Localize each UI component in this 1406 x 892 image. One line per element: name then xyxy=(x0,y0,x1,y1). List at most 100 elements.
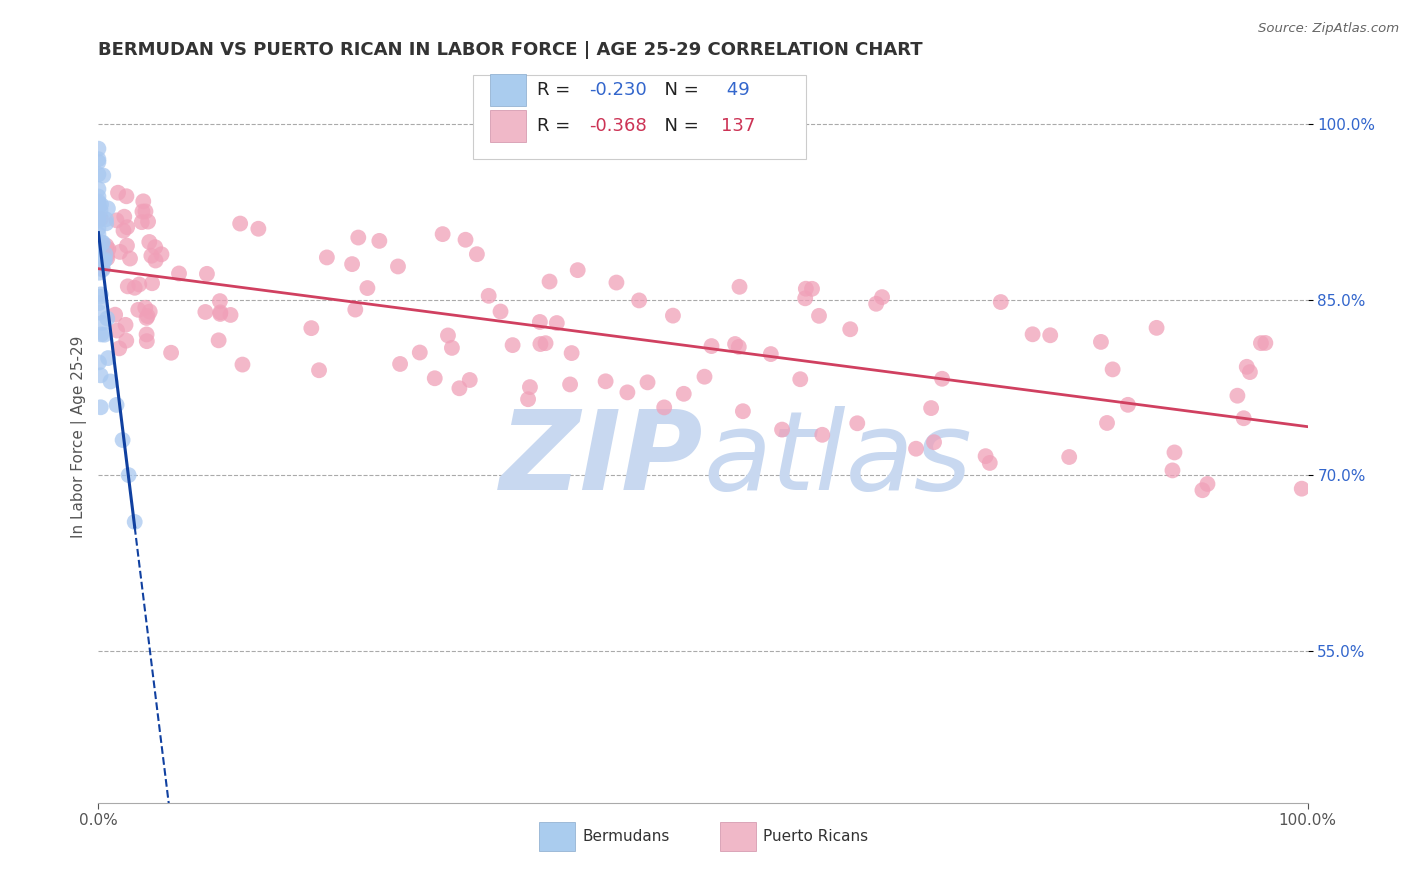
Point xyxy=(1163,445,1185,459)
Point xyxy=(207,334,229,348)
Point xyxy=(124,281,146,295)
Point xyxy=(107,186,129,200)
Point xyxy=(94,212,117,227)
Point xyxy=(1101,362,1123,376)
Point xyxy=(990,295,1012,310)
Point xyxy=(478,289,501,303)
Point xyxy=(1250,336,1272,351)
Point xyxy=(209,307,232,321)
Point xyxy=(662,309,685,323)
Point xyxy=(454,233,477,247)
Text: 49: 49 xyxy=(721,81,749,99)
Point xyxy=(111,433,134,447)
FancyBboxPatch shape xyxy=(491,74,526,106)
Point xyxy=(136,309,159,323)
Point xyxy=(194,305,217,319)
Point xyxy=(794,282,817,296)
Point xyxy=(1226,389,1249,403)
Point xyxy=(1197,477,1219,491)
Point xyxy=(389,357,412,371)
Point xyxy=(905,442,928,456)
Point xyxy=(112,224,135,238)
Point xyxy=(340,257,363,271)
Point xyxy=(728,280,751,294)
Point xyxy=(91,316,114,330)
Text: R =: R = xyxy=(537,81,576,99)
Point xyxy=(693,369,716,384)
Point xyxy=(87,213,110,227)
Point xyxy=(87,155,110,169)
Point xyxy=(409,345,432,359)
Point xyxy=(91,169,114,183)
Point xyxy=(127,302,149,317)
Point xyxy=(195,267,218,281)
Point xyxy=(89,305,111,319)
Point xyxy=(920,401,942,415)
Point xyxy=(90,211,112,226)
Text: R =: R = xyxy=(537,117,576,136)
Point xyxy=(105,398,128,412)
Point xyxy=(449,381,471,395)
Point xyxy=(605,276,627,290)
Point xyxy=(94,252,117,267)
Point xyxy=(387,260,409,274)
Point xyxy=(141,249,163,263)
Point xyxy=(96,249,118,263)
Point xyxy=(538,275,561,289)
Point xyxy=(150,247,173,261)
Point xyxy=(118,468,141,483)
Text: Bermudans: Bermudans xyxy=(582,829,669,844)
Point xyxy=(91,235,114,250)
Point xyxy=(1116,398,1139,412)
Point xyxy=(770,423,793,437)
Point xyxy=(90,368,112,383)
Point xyxy=(672,386,695,401)
Point xyxy=(1146,321,1168,335)
Y-axis label: In Labor Force | Age 25-29: In Labor Force | Age 25-29 xyxy=(72,336,87,538)
Point xyxy=(458,373,481,387)
Point xyxy=(87,242,110,256)
Point xyxy=(502,338,524,352)
Point xyxy=(229,217,252,231)
Point xyxy=(132,194,155,209)
Point xyxy=(143,240,166,254)
Point xyxy=(1021,327,1043,342)
Point xyxy=(105,213,128,227)
Point xyxy=(489,304,512,318)
Point xyxy=(160,345,183,359)
Point xyxy=(100,375,122,389)
Point xyxy=(115,220,138,235)
Point xyxy=(87,255,110,269)
Point xyxy=(1236,359,1258,374)
Point xyxy=(87,196,110,211)
FancyBboxPatch shape xyxy=(720,822,756,851)
Text: 137: 137 xyxy=(721,117,755,136)
Point xyxy=(87,200,110,214)
Point xyxy=(96,251,118,265)
Point xyxy=(89,266,111,280)
Point xyxy=(465,247,488,261)
Point xyxy=(208,294,231,309)
Point xyxy=(97,242,120,256)
Point xyxy=(808,309,831,323)
Point xyxy=(731,404,754,418)
Point xyxy=(546,316,568,330)
Point xyxy=(108,342,131,356)
Point xyxy=(115,334,138,348)
Point xyxy=(145,253,167,268)
Point xyxy=(219,308,242,322)
Point xyxy=(231,358,253,372)
Point xyxy=(794,291,817,305)
Point xyxy=(811,427,834,442)
FancyBboxPatch shape xyxy=(538,822,575,851)
Point xyxy=(134,301,156,315)
Point xyxy=(91,253,114,268)
Point xyxy=(93,255,115,269)
Point xyxy=(87,355,110,369)
Point xyxy=(437,328,460,343)
Point xyxy=(789,372,811,386)
Point xyxy=(344,302,367,317)
Point xyxy=(1291,482,1313,496)
Point xyxy=(979,456,1001,470)
Point xyxy=(90,401,112,415)
